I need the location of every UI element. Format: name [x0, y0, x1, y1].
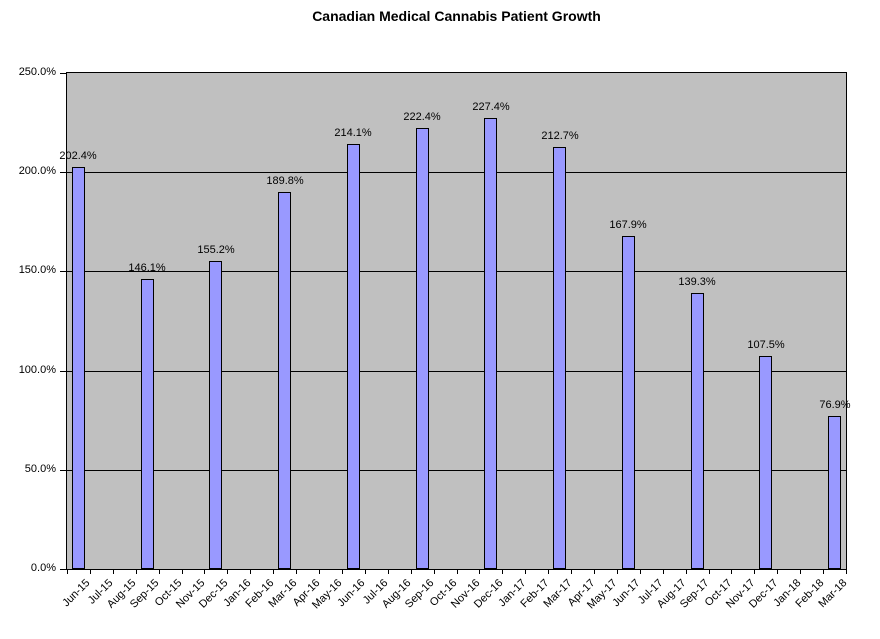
x-axis-tick [388, 570, 389, 574]
x-axis-tick [136, 570, 137, 574]
x-axis: Jun-15 Jul-15 Aug-15 Sep-15 Oct-15 Nov-15 Dec-… [60, 570, 849, 630]
bar [72, 167, 85, 569]
x-axis-tick [663, 570, 664, 574]
bar-data-label: 214.1% [334, 127, 372, 139]
bar [622, 236, 635, 569]
x-axis-tick [204, 570, 205, 574]
x-axis-tick [846, 570, 847, 574]
y-axis-tick [60, 569, 66, 570]
x-axis-tick [182, 570, 183, 574]
y-axis-label: 150.0% [18, 264, 56, 276]
y-axis-tick [60, 371, 66, 372]
x-axis-tick [365, 570, 366, 574]
x-axis-tick [250, 570, 251, 574]
x-axis-tick [823, 570, 824, 574]
x-axis-tick [273, 570, 274, 574]
x-axis-tick [777, 570, 778, 574]
bar-data-label: 139.3% [678, 276, 716, 288]
x-axis-tick [571, 570, 572, 574]
bar [553, 147, 566, 569]
bar [759, 356, 772, 569]
bar-data-label: 146.1% [128, 262, 166, 274]
y-axis-tick [60, 271, 66, 272]
bar-data-label: 76.9% [819, 399, 851, 411]
y-axis-label: 200.0% [18, 165, 56, 177]
gridline [67, 271, 846, 272]
bar [484, 118, 497, 569]
x-axis-tick [502, 570, 503, 574]
bar-data-label: 167.9% [609, 219, 647, 231]
y-axis-tick [60, 470, 66, 471]
gridline [67, 371, 846, 372]
x-axis-tick [754, 570, 755, 574]
x-axis-tick [686, 570, 687, 574]
bar [416, 128, 429, 569]
bar [141, 279, 154, 569]
x-axis-tick [296, 570, 297, 574]
x-axis-tick [800, 570, 801, 574]
bar-data-label: 202.4% [59, 150, 97, 162]
bar-data-label: 222.4% [403, 111, 441, 123]
plot-area: 202.4% 146.1% 155.2% 189.8% 214.1% 222.4% 227.… [59, 72, 851, 570]
x-axis-tick [434, 570, 435, 574]
y-axis-tick [60, 73, 66, 74]
x-axis-tick [640, 570, 641, 574]
y-axis-label: 0.0% [30, 562, 56, 574]
y-axis-label: 250.0% [18, 66, 56, 78]
x-axis-tick [525, 570, 526, 574]
y-axis-tick [60, 172, 66, 173]
bar [347, 144, 360, 569]
y-axis-label: 100.0% [18, 364, 56, 376]
x-axis-tick [411, 570, 412, 574]
x-axis-tick [548, 570, 549, 574]
bar-data-label: 155.2% [197, 244, 235, 256]
bar-data-label: 212.7% [541, 130, 579, 142]
bar [209, 261, 222, 569]
gridline [67, 470, 846, 471]
x-axis-tick [594, 570, 595, 574]
y-axis-label: 50.0% [24, 463, 56, 475]
x-axis-tick [731, 570, 732, 574]
chart-title: Canadian Medical Cannabis Patient Growth [312, 8, 601, 24]
x-axis-tick [709, 570, 710, 574]
bar [828, 416, 841, 569]
x-axis-tick [159, 570, 160, 574]
bar [278, 192, 291, 569]
bar [691, 293, 704, 569]
x-axis-tick [227, 570, 228, 574]
gridline [67, 172, 846, 173]
x-axis-tick [479, 570, 480, 574]
bar-data-label: 189.8% [266, 175, 304, 187]
x-axis-tick [617, 570, 618, 574]
x-axis-tick [113, 570, 114, 574]
x-axis-tick [457, 570, 458, 574]
x-axis-tick [90, 570, 91, 574]
bar-data-label: 107.5% [747, 339, 785, 351]
x-axis-tick [342, 570, 343, 574]
bar-data-label: 227.4% [472, 101, 510, 113]
x-axis-tick [319, 570, 320, 574]
x-axis-tick [67, 570, 68, 574]
